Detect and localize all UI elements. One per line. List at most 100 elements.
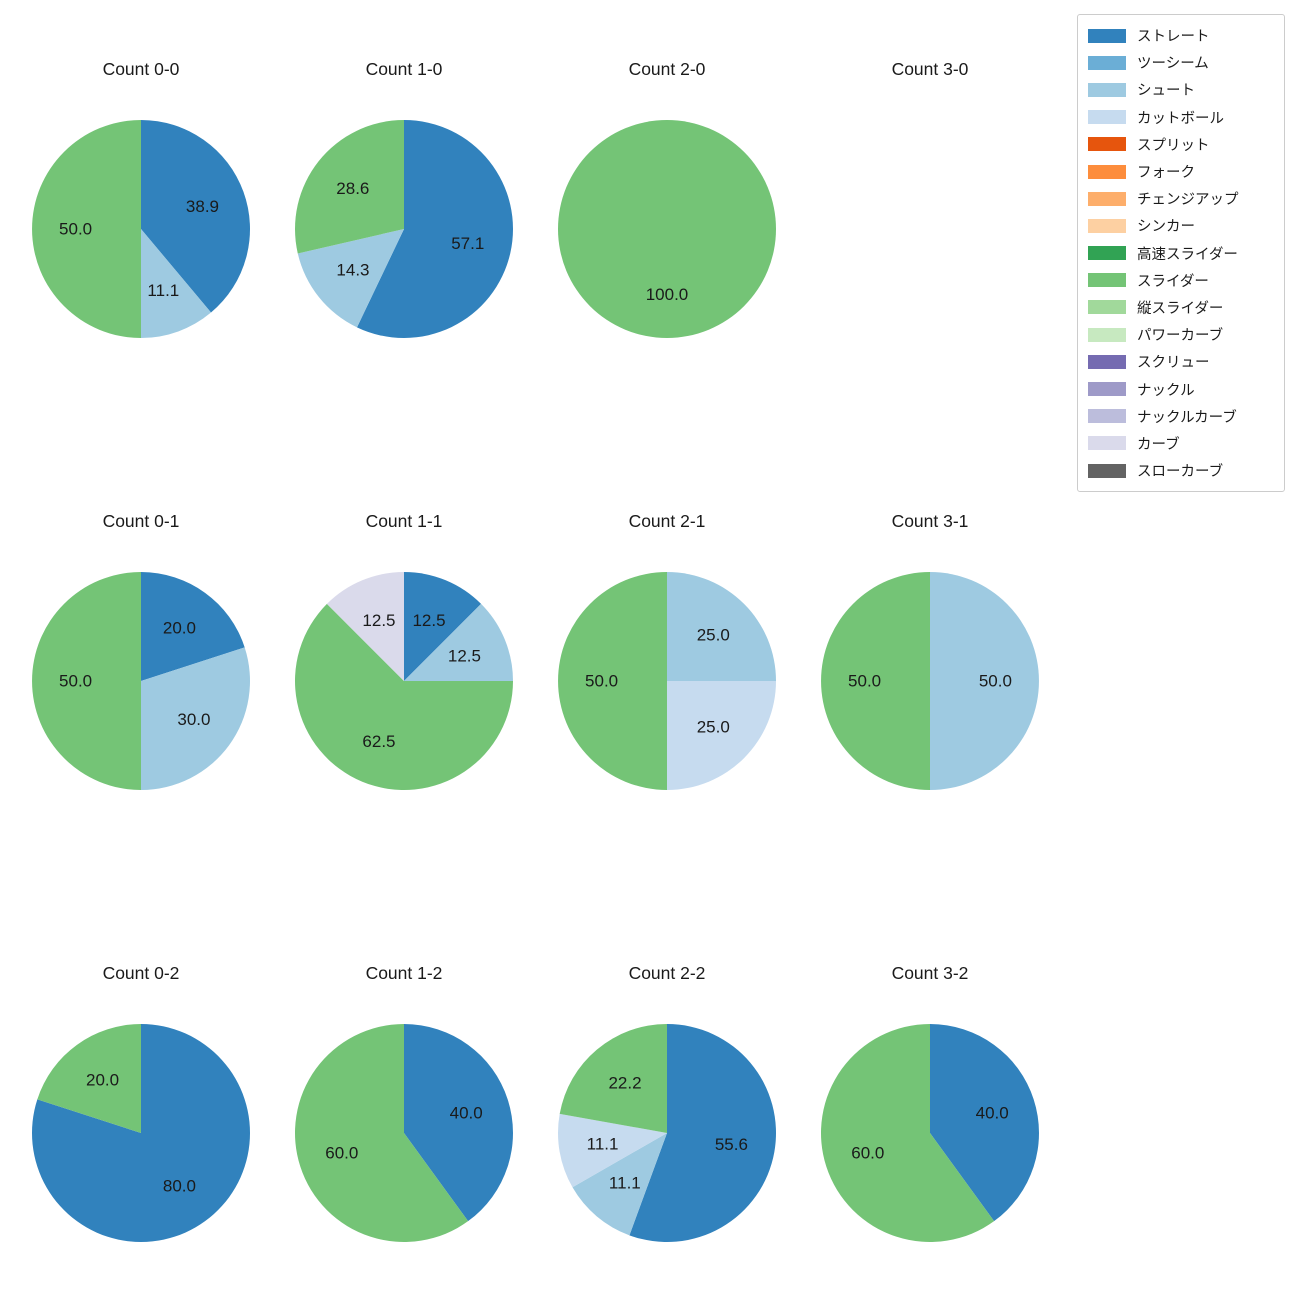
pie-svg: 40.0 60.0 (820, 1024, 1039, 1242)
subplot-title-count-1-2: Count 1-2 (365, 963, 443, 983)
pie-slice (558, 1113, 667, 1188)
pie-slice-label: 40.0 (976, 1103, 1009, 1122)
pie-slice (141, 229, 212, 338)
legend-swatch (1088, 273, 1126, 288)
legend-item-label: フォーク (1137, 165, 1195, 182)
subplot-title-count-3-2: Count 3-2 (891, 963, 969, 983)
pie-chart-count-0-2: 80.0 20.0 (21, 1013, 261, 1253)
legend-swatch (1088, 28, 1126, 43)
legend-item: カーブ (1078, 430, 1284, 457)
pie-slice (326, 572, 404, 681)
legend-swatch (1088, 110, 1126, 125)
pie-slice-label: 50.0 (59, 220, 92, 239)
pie-chart-count-2-0: 100.0 (547, 109, 787, 349)
pie-svg: 20.0 30.0 50.0 (32, 572, 250, 790)
pie-slice (356, 120, 514, 338)
pie-slice-label: 22.2 (608, 1073, 641, 1092)
pie-slice-label: 25.0 (697, 718, 730, 737)
subplot-title-count-3-0: Count 3-0 (891, 59, 969, 79)
pie-slice (667, 572, 776, 681)
legend-item: スローカーブ (1078, 457, 1284, 484)
subplot-title-count-3-1: Count 3-1 (891, 511, 969, 531)
legend: ストレートツーシームシュートカットボール スプリットフォークチェンジアップ シンカー… (1077, 14, 1285, 493)
pie-slice-label: 12.5 (412, 611, 445, 630)
legend-item-label: ナックル (1137, 382, 1195, 399)
pie-slice (141, 572, 245, 681)
legend-item-label: ナックルカーブ (1137, 409, 1237, 426)
legend-swatch (1088, 354, 1126, 369)
legend-item-label: スローカーブ (1137, 464, 1224, 481)
legend-swatch (1088, 463, 1126, 478)
legend-item: スプリット (1078, 131, 1284, 158)
legend-item-label: スプリット (1137, 137, 1210, 154)
pie-slice-label: 14.3 (336, 260, 369, 279)
legend-item: スライダー (1078, 267, 1284, 294)
legend-swatch (1088, 82, 1126, 97)
subplot-title-count-2-2: Count 2-2 (628, 963, 706, 983)
legend-item-label: 高速スライダー (1137, 246, 1238, 263)
legend-item-label: チェンジアップ (1137, 192, 1239, 209)
pie-slice (141, 647, 250, 790)
legend-item-label: 縦スライダー (1137, 300, 1224, 317)
pie-svg: 57.1 14.3 28.6 (295, 120, 514, 338)
pie-slice-label: 12.5 (362, 611, 395, 630)
pie-slice (629, 1024, 777, 1242)
pie-svg: 25.0 25.0 50.0 (558, 572, 776, 790)
pie-slice (558, 572, 667, 790)
pie-chart-count-2-2: 55.6 11.1 11.1 22.2 (547, 1013, 787, 1253)
legend-item: 高速スライダー (1078, 240, 1284, 267)
subplot-title-count-0-2: Count 0-2 (102, 963, 180, 983)
legend-item: ストレート (1078, 22, 1284, 49)
legend-swatch (1088, 164, 1126, 179)
pie-slice-label: 100.0 (646, 285, 689, 304)
subplot-title-count-1-0: Count 1-0 (365, 59, 443, 79)
legend-swatch (1088, 137, 1126, 152)
pie-slice-label: 57.1 (451, 234, 484, 253)
legend-item-label: パワーカーブ (1137, 328, 1224, 345)
legend-item: フォーク (1078, 158, 1284, 185)
legend-item-label: ストレート (1137, 29, 1210, 46)
legend-swatch (1088, 246, 1126, 261)
pie-slice-label: 30.0 (177, 710, 210, 729)
pie-slice (820, 1024, 995, 1242)
pie-svg: 55.6 11.1 11.1 22.2 (558, 1024, 777, 1242)
pie-svg: 50.0 50.0 (821, 572, 1039, 790)
legend-item: シンカー (1078, 212, 1284, 239)
pie-slice-label: 50.0 (59, 672, 92, 691)
pie-svg: 40.0 60.0 (294, 1024, 513, 1242)
pie-slice-label: 12.5 (448, 646, 481, 665)
subplot-title-count-0-1: Count 0-1 (102, 511, 180, 531)
pie-slice (930, 572, 1039, 790)
pie-slice-label: 62.5 (362, 732, 395, 751)
legend-item-label: ツーシーム (1137, 56, 1209, 73)
legend-swatch (1088, 382, 1126, 397)
legend-item-label: シンカー (1137, 219, 1195, 236)
pie-chart-count-3-1: 50.0 50.0 (810, 561, 1050, 801)
legend-swatch (1088, 436, 1126, 451)
pie-svg: 80.0 20.0 (31, 1024, 250, 1242)
pie-slice-label: 55.6 (715, 1135, 748, 1154)
pie-slice-label: 60.0 (325, 1144, 358, 1163)
legend-item: シュート (1078, 76, 1284, 103)
legend-swatch (1088, 218, 1126, 233)
subplot-title-count-2-0: Count 2-0 (628, 59, 706, 79)
pie-slice (294, 1024, 469, 1242)
legend-item-label: カットボール (1137, 110, 1224, 127)
pie-slice (558, 120, 776, 338)
pie-slice (295, 120, 404, 254)
legend-swatch (1088, 327, 1126, 342)
pie-slice (295, 603, 513, 790)
legend-swatch (1088, 409, 1126, 424)
pie-slice (32, 572, 141, 790)
pie-chart-count-1-2: 40.0 60.0 (284, 1013, 524, 1253)
subplot-title-count-1-1: Count 1-1 (365, 511, 443, 531)
pie-svg: 38.9 11.1 50.0 (32, 120, 250, 338)
pie-slice-label: 50.0 (979, 672, 1012, 691)
pie-slice-label: 11.1 (147, 281, 179, 300)
subplot-title-count-0-0: Count 0-0 (102, 59, 180, 79)
pie-slice (37, 1024, 141, 1133)
pie-svg: 100.0 (558, 120, 776, 338)
pie-slice (559, 1024, 667, 1133)
pie-slice (572, 1133, 667, 1236)
